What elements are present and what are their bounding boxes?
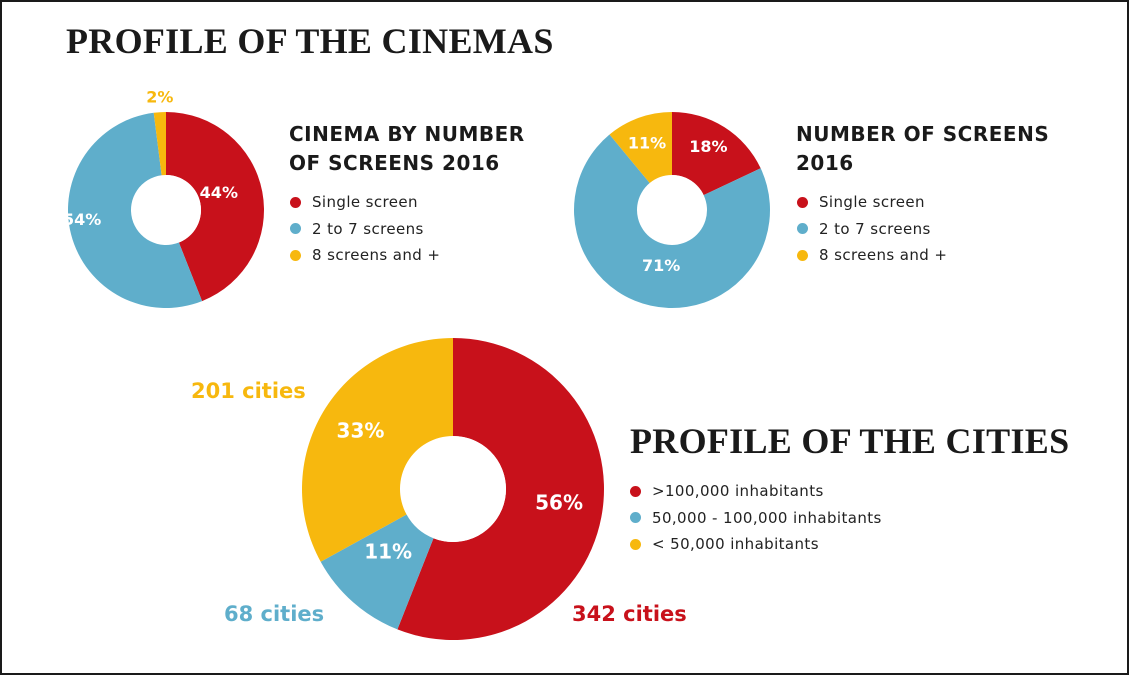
cinema-by-screens-donut-chart: 44% 54% 2%	[63, 88, 265, 308]
slice-label-8-screens-plus: 11%	[628, 134, 666, 153]
profile-of-cities-donut-chart: 56% 11% 33%	[302, 338, 604, 640]
slice-single-screen	[672, 112, 761, 196]
slice-2-to-7-screens	[574, 134, 770, 308]
legend-item-2-to-7-screens: 2 to 7 screens	[290, 216, 440, 243]
legend-item-8-screens-plus: 8 screens and +	[797, 242, 947, 269]
legend-label: 8 screens and +	[819, 246, 948, 265]
legend-dot-red	[797, 196, 808, 208]
legend-item-2-to-7-screens: 2 to 7 screens	[797, 216, 947, 243]
cities-title: PROFILE OF THE CITIES	[630, 421, 1070, 461]
legend-label: < 50,000 inhabitants	[652, 535, 819, 554]
donut-hole	[131, 175, 201, 245]
legend-dot-blue	[630, 512, 641, 524]
slice-8-screens-plus	[609, 112, 672, 184]
slice-over-100000	[397, 338, 604, 640]
slice-label-under-50000: 33%	[337, 419, 385, 443]
legend-dot-red	[290, 196, 301, 208]
legend-item-8-screens-plus: 8 screens and +	[290, 242, 440, 269]
donut-hole	[400, 436, 506, 542]
number-of-screens-legend: Single screen 2 to 7 screens 8 screens a…	[797, 189, 947, 269]
legend-item-50000-to-100000: 50,000 - 100,000 inhabitants	[630, 505, 882, 532]
slice-under-50000	[302, 338, 453, 562]
cinema-by-screens-legend: Single screen 2 to 7 screens 8 screens a…	[290, 189, 440, 269]
chart-title-line: OF SCREENS 2016	[289, 151, 500, 175]
slice-single-screen	[166, 112, 265, 302]
legend-label: Single screen	[819, 193, 925, 212]
legend-label: 8 screens and +	[312, 246, 441, 265]
legend-item-single-screen: Single screen	[290, 189, 440, 216]
slice-8-screens-plus	[153, 112, 166, 176]
legend-dot-blue	[290, 223, 301, 235]
slice-label-8-screens-plus: 2%	[146, 88, 173, 107]
chart-title-line: NUMBER OF SCREENS	[796, 122, 1050, 146]
slice-label-single-screen: 18%	[689, 137, 727, 156]
cities-count-medium: 68 cities	[224, 602, 325, 626]
legend-label: Single screen	[312, 193, 418, 212]
slice-label-single-screen: 44%	[200, 183, 238, 202]
legend-dot-yellow	[630, 538, 641, 550]
legend-label: 50,000 - 100,000 inhabitants	[652, 508, 882, 527]
legend-dot-blue	[797, 223, 808, 235]
page-title: PROFILE OF THE CINEMAS	[66, 21, 554, 61]
legend-label: 2 to 7 screens	[819, 219, 931, 238]
slice-2-to-7-screens	[67, 112, 203, 308]
cities-count-large: 342 cities	[572, 602, 687, 626]
number-of-screens-donut-chart: 18% 71% 11%	[574, 112, 770, 308]
chart-title-line: 2016	[796, 151, 854, 175]
profile-of-cities-legend: >100,000 inhabitants 50,000 - 100,000 in…	[630, 478, 882, 558]
number-of-screens-title: NUMBER OF SCREENS 2016	[796, 120, 1049, 178]
legend-label: 2 to 7 screens	[312, 219, 424, 238]
legend-item-single-screen: Single screen	[797, 189, 947, 216]
slice-label-50000-to-100000: 11%	[364, 540, 412, 564]
slice-label-2-to-7-screens: 54%	[63, 210, 101, 229]
chart-title-line: CINEMA BY NUMBER	[289, 122, 525, 146]
slice-label-over-100000: 56%	[535, 491, 583, 515]
donut-hole	[637, 175, 707, 245]
slice-50000-to-100000	[320, 514, 434, 630]
legend-item-over-100000: >100,000 inhabitants	[630, 478, 882, 505]
slice-label-2-to-7-screens: 71%	[642, 256, 680, 275]
legend-dot-yellow	[797, 249, 808, 261]
legend-item-under-50000: < 50,000 inhabitants	[630, 531, 882, 558]
legend-dot-red	[630, 485, 641, 497]
legend-dot-yellow	[290, 249, 301, 261]
legend-label: >100,000 inhabitants	[652, 482, 824, 501]
cities-count-small: 201 cities	[191, 379, 306, 403]
cinema-by-screens-title: CINEMA BY NUMBER OF SCREENS 2016	[289, 120, 525, 178]
